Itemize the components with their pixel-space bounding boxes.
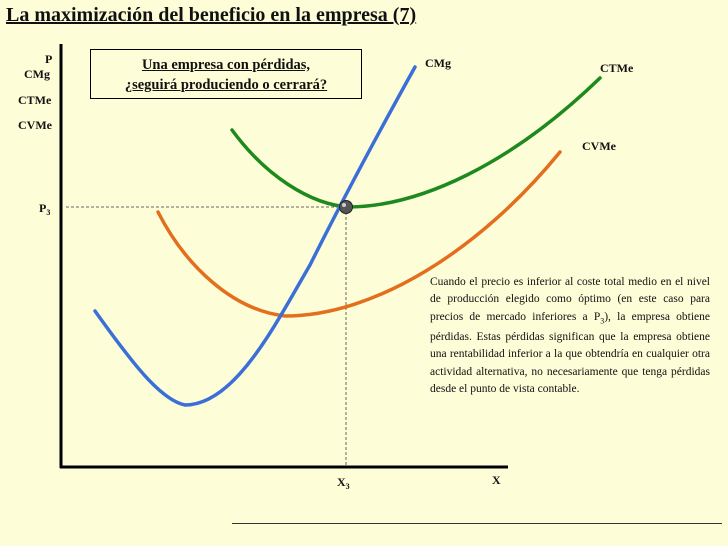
question-line-2: ¿seguirá produciendo o cerrará? [124, 77, 328, 93]
question-box: Una empresa con pérdidas, ¿seguirá produ… [90, 49, 362, 99]
equilibrium-point [339, 200, 353, 214]
equilibrium-point-highlight [342, 203, 346, 207]
question-line-1: Una empresa con pérdidas, [141, 57, 311, 73]
ctme-curve-label: CTMe [600, 61, 634, 75]
y-legend-cmg: CMg [24, 67, 50, 81]
explanation-part-2: ), la empresa obtiene pérdidas. Estas pé… [430, 310, 710, 396]
quantity-level-label: X3 [337, 475, 350, 491]
explanation-part-1: Cuando el precio es inferior al coste to… [430, 276, 710, 323]
quantity-label-sub: 3 [346, 482, 350, 491]
y-legend-cvme: CVMe [18, 118, 53, 132]
quantity-label-main: X [337, 475, 346, 489]
cmg-curve-label: CMg [425, 56, 451, 70]
y-legend-ctme: CTMe [18, 93, 52, 107]
cmg-curve [93, 65, 417, 407]
ctme-curve [230, 76, 602, 209]
price-level-label: P3 [39, 201, 50, 217]
bottom-divider [232, 523, 722, 524]
price-label-sub: 3 [46, 208, 50, 217]
explanation-text: Cuando el precio es inferior al coste to… [430, 274, 710, 398]
x-axis-label: X [492, 473, 501, 487]
price-label-main: P [39, 201, 46, 215]
y-axis-label: P [45, 52, 52, 66]
cvme-curve [156, 150, 562, 318]
page-title: La maximización del beneficio en la empr… [6, 4, 417, 26]
cvme-curve-label: CVMe [582, 139, 617, 153]
explanation-subscript: 3 [600, 315, 605, 325]
